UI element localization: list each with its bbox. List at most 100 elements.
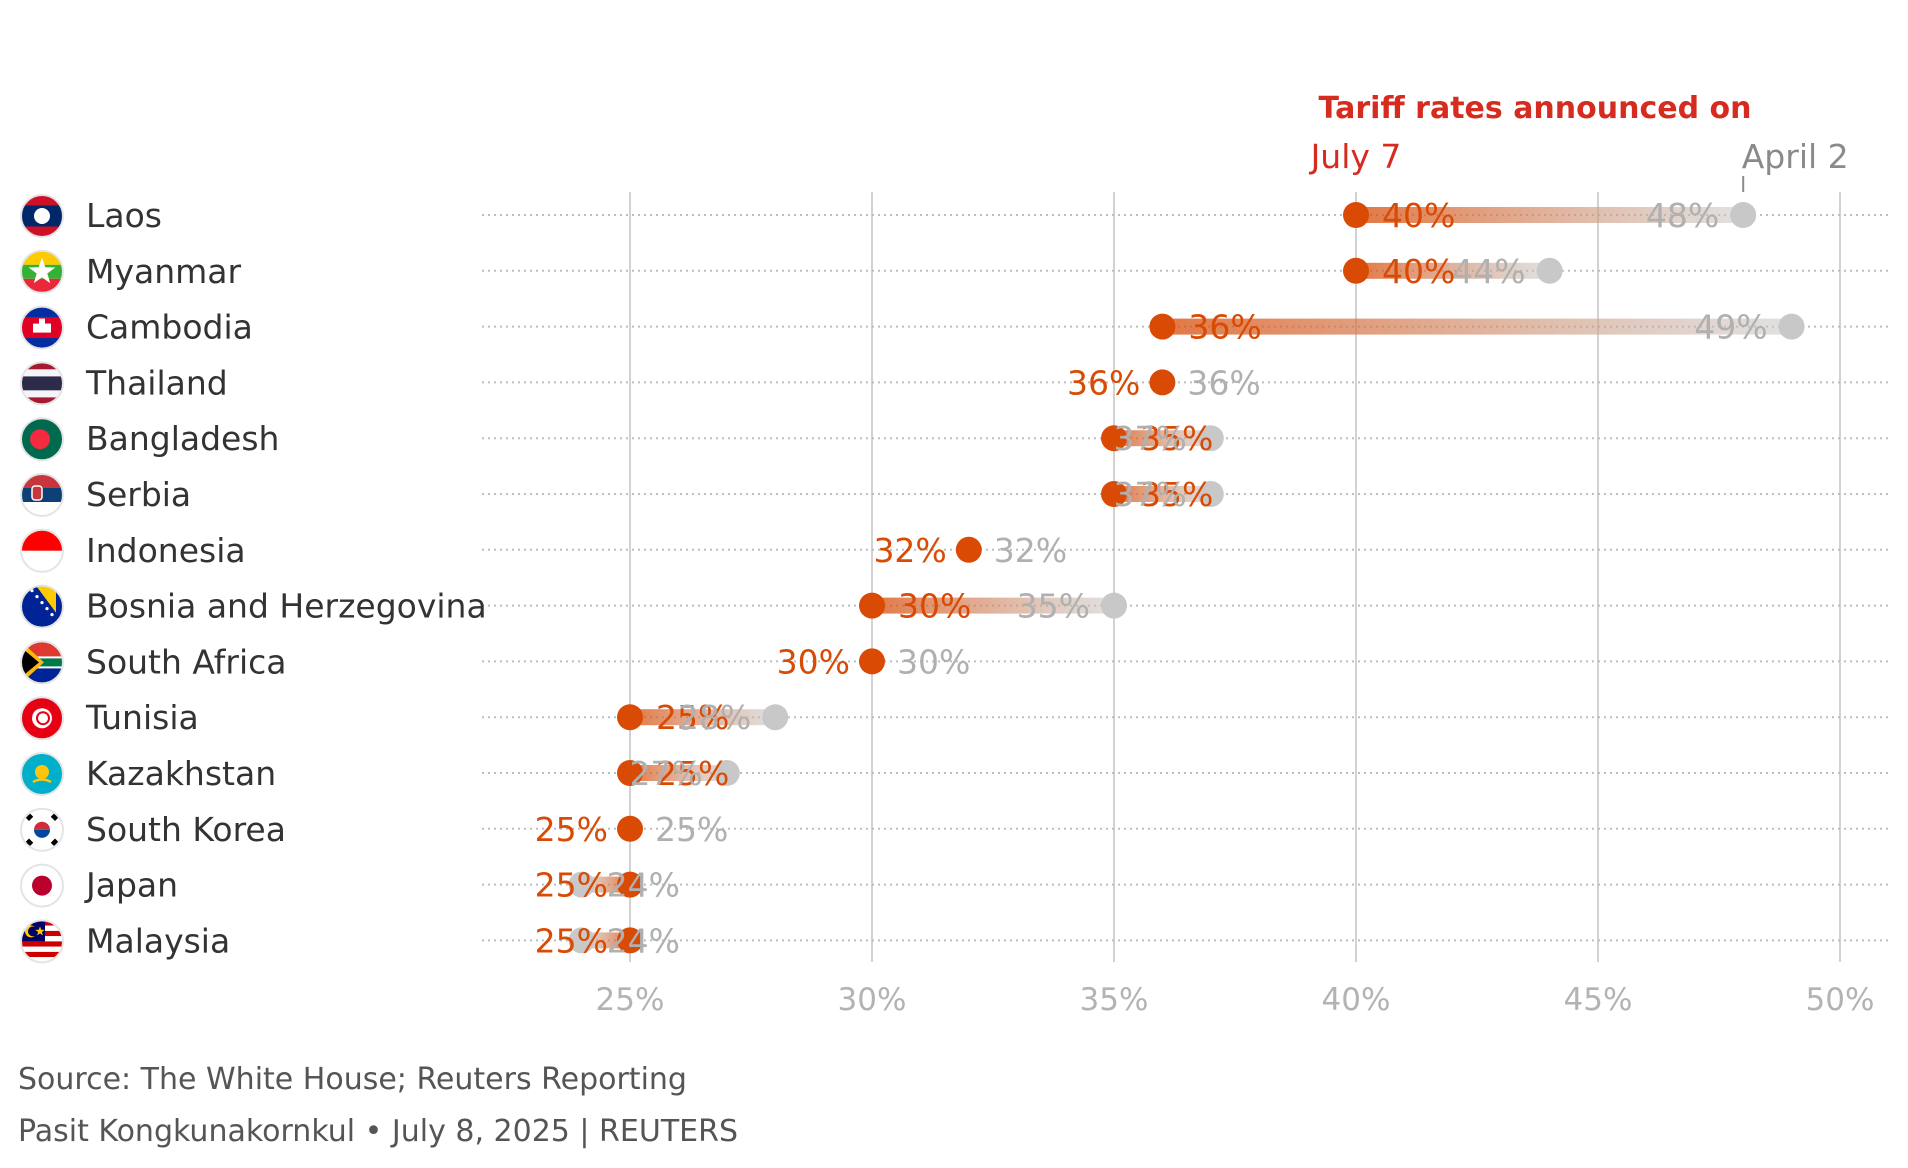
july-7-value-label: 30% — [898, 587, 971, 626]
table-row: Myanmar 40%44% — [20, 249, 1563, 294]
table-row: Bangladesh 35%37% — [20, 417, 1224, 462]
july-7-value-label: 25% — [656, 698, 729, 737]
july-7-value-label: 40% — [1382, 252, 1455, 291]
july-7-value-label: 32% — [873, 531, 946, 570]
july-7-value-label: 25% — [535, 866, 608, 905]
rate-change-band — [630, 765, 727, 781]
july-7-value-label: 25% — [656, 754, 729, 793]
july-7-dot — [1149, 313, 1176, 340]
credit-line: Pasit Kongkunakornkul • July 8, 2025 | R… — [18, 1114, 738, 1149]
bangladesh-flag-icon — [21, 418, 63, 461]
south-africa-flag-icon — [21, 641, 63, 684]
april-2-value-label: 24% — [607, 866, 680, 905]
country-label: Bangladesh — [86, 419, 279, 458]
country-label: Cambodia — [86, 308, 253, 347]
april-2-dot — [1778, 313, 1805, 340]
legend-april-2: April 2 — [1742, 137, 1849, 176]
table-row: Serbia 35%37% — [20, 473, 1224, 517]
july-7-dot — [617, 760, 643, 786]
july-7-value-label: 25% — [535, 921, 608, 960]
table-row: South Korea 25% 25% — [20, 807, 728, 852]
april-2-value-label: 37% — [1113, 419, 1186, 458]
rate-change-band — [630, 709, 776, 726]
source-note: Source: The White House; Reuters Reporti… — [18, 1062, 687, 1097]
south-korea-flag-icon — [21, 808, 63, 851]
july-7-dot — [617, 871, 643, 898]
country-label: Myanmar — [86, 252, 242, 291]
april-2-dot — [1101, 592, 1127, 619]
july-7-value-label: 35% — [1140, 419, 1213, 458]
chart-header: Tariff rates announced on July 7 April 2 — [1309, 91, 1849, 192]
july-7-dot — [1343, 257, 1369, 284]
april-2-value-label: 32% — [994, 531, 1067, 570]
tunisia-flag-icon — [21, 697, 63, 740]
table-row: Bosnia and Herzegovina 30% 35% — [20, 584, 1127, 629]
july-7-dot — [859, 648, 885, 675]
x-tick-label: 25% — [596, 982, 665, 1018]
april-2-dot — [1536, 257, 1563, 284]
july-7-value-label: 36% — [1067, 363, 1140, 402]
rate-change-band — [1114, 486, 1211, 502]
table-row: Japan 25%24% — [20, 863, 680, 908]
table-row: South Africa 30% 30% — [20, 640, 970, 685]
april-2-value-label: 28% — [678, 698, 751, 737]
x-axis: 25% 30% 35% 40% 45% 50% — [596, 982, 1875, 1018]
table-row: Cambodia 36% 49% — [20, 305, 1805, 350]
rate-change-band — [1356, 262, 1550, 279]
rate-change-band — [872, 597, 1114, 614]
table-row: Thailand 36% 36% — [20, 361, 1261, 406]
april-2-value-label: 37% — [1113, 475, 1186, 514]
april-2-value-label: 25% — [655, 810, 728, 849]
bosnia-flag-icon — [21, 585, 63, 628]
country-label: South Korea — [86, 810, 286, 849]
data-rows: Laos 40% 48%Myanmar 40%44%Cambodia 36% 49%Tha… — [20, 194, 1805, 964]
cambodia-flag-icon — [21, 306, 63, 349]
x-tick-label: 50% — [1806, 982, 1875, 1018]
laos-flag-icon — [21, 195, 63, 237]
april-2-value-label: 44% — [1452, 252, 1525, 291]
april-2-dot — [762, 704, 789, 731]
april-2-dot — [1730, 202, 1757, 228]
july-7-dot — [1343, 202, 1369, 228]
july-7-value-label: 35% — [1140, 475, 1213, 514]
x-tick-label: 35% — [1080, 982, 1149, 1018]
country-label: Kazakhstan — [86, 754, 276, 793]
legend-july-7: July 7 — [1309, 137, 1402, 176]
april-2-value-label: 24% — [607, 921, 680, 960]
july-7-value-label: 40% — [1382, 196, 1455, 235]
rate-change-band — [1162, 318, 1792, 335]
april-2-value-label: 27% — [629, 754, 702, 793]
july-7-value-label: 25% — [535, 810, 608, 849]
april-2-dot — [713, 760, 740, 786]
chart-title: Tariff rates announced on — [1319, 91, 1752, 126]
rate-change-band — [1356, 207, 1744, 223]
april-2-value-label: 35% — [1017, 587, 1090, 626]
thailand-flag-icon — [21, 362, 63, 405]
april-2-dot — [568, 871, 595, 898]
country-label: Japan — [84, 866, 178, 905]
x-tick-label: 45% — [1564, 982, 1633, 1018]
july-7-dot — [1101, 481, 1127, 507]
april-2-value-label: 49% — [1694, 308, 1767, 347]
country-label: Bosnia and Herzegovina — [86, 587, 487, 626]
april-2-dot — [1197, 481, 1224, 507]
country-label: Indonesia — [86, 531, 246, 570]
country-label: Tunisia — [85, 698, 199, 737]
table-row: Kazakhstan 25%27% — [20, 752, 740, 796]
april-2-value-label: 36% — [1187, 363, 1260, 402]
july-7-dot — [1101, 425, 1127, 452]
july-7-dot — [617, 815, 643, 842]
july-7-value-label: 36% — [1188, 308, 1261, 347]
country-label: Thailand — [85, 363, 228, 402]
april-2-dot — [1197, 425, 1224, 452]
country-label: Serbia — [86, 475, 191, 514]
kazakhstan-flag-icon — [21, 753, 63, 795]
table-row: Laos 40% 48% — [20, 194, 1757, 238]
april-2-dot — [568, 927, 595, 954]
indonesia-flag-icon — [21, 529, 63, 572]
rate-change-band — [1114, 430, 1211, 447]
japan-flag-icon — [21, 864, 63, 907]
table-row: Tunisia 25%28% — [20, 696, 789, 741]
x-tick-label: 40% — [1322, 982, 1391, 1018]
